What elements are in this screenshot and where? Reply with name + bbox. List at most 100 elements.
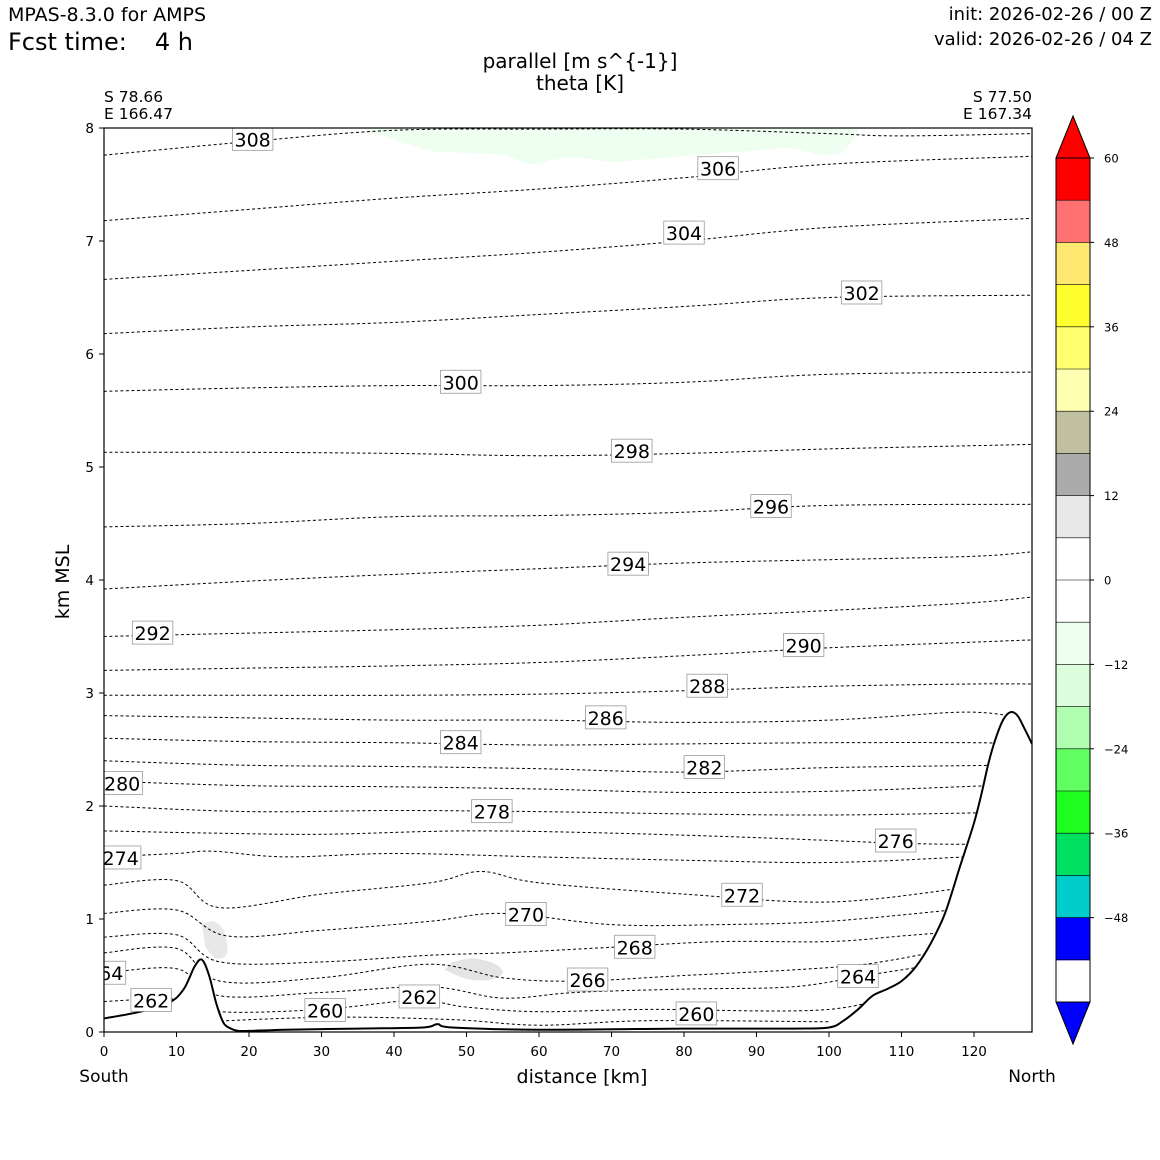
contour-label-box <box>875 828 917 853</box>
colorbar-segment <box>1056 537 1090 581</box>
terrain-fill <box>104 712 1032 1032</box>
contour-label-text: 276 <box>878 831 914 853</box>
colorbar-segment <box>1056 580 1090 623</box>
theta-contour-264 <box>104 966 924 999</box>
contour-label: 284 <box>440 730 482 755</box>
theta-contour-280 <box>104 780 989 794</box>
theta-contour-294 <box>104 551 1032 590</box>
colorbar-tick-label: −12 <box>1104 658 1128 672</box>
contour-label: 260 <box>304 998 346 1023</box>
contour-label-box <box>566 967 609 992</box>
contour-label-box <box>104 960 127 985</box>
contour-label-box <box>398 984 441 1009</box>
contour-label-box <box>675 1001 717 1026</box>
left-endpoint-lon: E 166.47 <box>104 105 173 123</box>
wind-shade-1 <box>444 958 504 981</box>
colorbar-segment <box>1056 369 1090 412</box>
colorbar-segment <box>1056 664 1090 708</box>
theta-contour-292 <box>104 596 1032 637</box>
y-tick-label: 7 <box>85 234 94 250</box>
colorbar-tick-label: 60 <box>1104 152 1119 166</box>
theta-contour-304 <box>104 217 1032 280</box>
colorbar-segment <box>1056 495 1090 539</box>
y-tick-label: 8 <box>85 121 94 137</box>
contour-label-box <box>837 964 879 989</box>
right-endpoint-lon: E 167.34 <box>963 105 1032 123</box>
contour-label-text: 262 <box>133 990 169 1012</box>
contour-label: 268 <box>614 934 656 959</box>
contour-label-text: 260 <box>678 1004 714 1026</box>
contour-label: 262 <box>130 987 172 1012</box>
theta-contour-290 <box>104 639 1032 671</box>
wind-shade-0 <box>357 128 859 165</box>
contour-label-text: 64 <box>99 963 123 985</box>
contour-label-box <box>611 438 653 463</box>
contour-label: 282 <box>683 755 725 780</box>
contour-label: 274 <box>104 845 142 870</box>
colorbar-segment <box>1056 453 1090 497</box>
contour-label-box <box>686 673 728 698</box>
contour-label-text: 294 <box>610 554 646 576</box>
colorbar-segment <box>1056 326 1090 370</box>
colorbar-segment <box>1056 917 1090 961</box>
colorbar-tick-label: −48 <box>1104 911 1128 925</box>
theta-contour-278 <box>104 805 982 816</box>
colorbar-min-extend <box>1055 1001 1091 1046</box>
contour-label-text: 292 <box>134 623 170 645</box>
colorbar: 60 48 36 24 12 0 −12 −24 −36 −48 <box>1055 114 1128 1046</box>
chart-title-line1: parallel [m s^{-1}] <box>482 49 678 73</box>
theta-contour-260 <box>154 1016 830 1026</box>
contour-label-box <box>471 799 513 824</box>
theta-contour-296 <box>104 503 1032 528</box>
contour-label-box <box>130 987 172 1012</box>
north-label: North <box>1008 1067 1056 1087</box>
contour-label-text: 286 <box>588 708 624 730</box>
contour-label-box <box>782 633 825 657</box>
contour-label-text: 290 <box>785 636 821 658</box>
contour-label-text: 308 <box>234 129 270 151</box>
contour-label-text: 296 <box>753 497 789 519</box>
contour-label-box <box>505 902 547 926</box>
contour-label-box <box>721 882 763 907</box>
colorbar-segment <box>1056 158 1090 201</box>
theta-contour-274 <box>104 850 967 864</box>
terrain-line <box>104 711 1032 1032</box>
y-tick-label: 2 <box>85 799 94 815</box>
left-endpoint-coords: S 78.66 E 166.47 <box>104 89 173 123</box>
contour-label-text: 260 <box>307 1001 343 1023</box>
colorbar-tick-label: 24 <box>1104 405 1119 419</box>
left-endpoint-lat: S 78.66 <box>104 88 164 106</box>
contour-label: 260 <box>675 1001 717 1026</box>
x-tick-label: 50 <box>458 1044 475 1060</box>
forecast-time-value: 4 h <box>154 28 193 56</box>
contour-label-box <box>750 494 792 518</box>
contour-label: 272 <box>721 882 763 907</box>
colorbar-segment <box>1056 833 1090 876</box>
colorbar-tick-label: 12 <box>1104 489 1119 503</box>
colorbar-tick-label: −24 <box>1104 742 1128 756</box>
plot-frame <box>103 127 1033 1033</box>
right-endpoint-coords: S 77.50 E 167.34 <box>963 89 1032 123</box>
contour-label: 276 <box>875 828 917 853</box>
contour-label-box <box>104 771 143 795</box>
colorbar-segment <box>1056 622 1090 665</box>
contour-label-text: 264 <box>840 967 876 989</box>
x-tick-label: 120 <box>961 1044 987 1060</box>
contour-label-box <box>683 755 725 779</box>
contour-label: 296 <box>750 494 792 519</box>
contour-label-text: 270 <box>508 904 544 926</box>
contour-label: 262 <box>398 984 441 1009</box>
contour-label-box <box>614 934 656 959</box>
colorbar-segment <box>1056 242 1090 286</box>
contour-label: 266 <box>566 967 609 992</box>
contour-label-text: 288 <box>689 676 725 698</box>
theta-contour-262 <box>104 986 917 1013</box>
contour-label-text: 302 <box>843 283 879 305</box>
colorbar-tick-label: 48 <box>1104 236 1119 250</box>
theta-contour-302 <box>104 294 1032 335</box>
contour-label-box <box>840 280 883 305</box>
theta-contour-300 <box>104 371 1032 392</box>
colorbar-tick-label: 0 <box>1104 574 1111 588</box>
x-tick-label: 70 <box>603 1044 620 1060</box>
